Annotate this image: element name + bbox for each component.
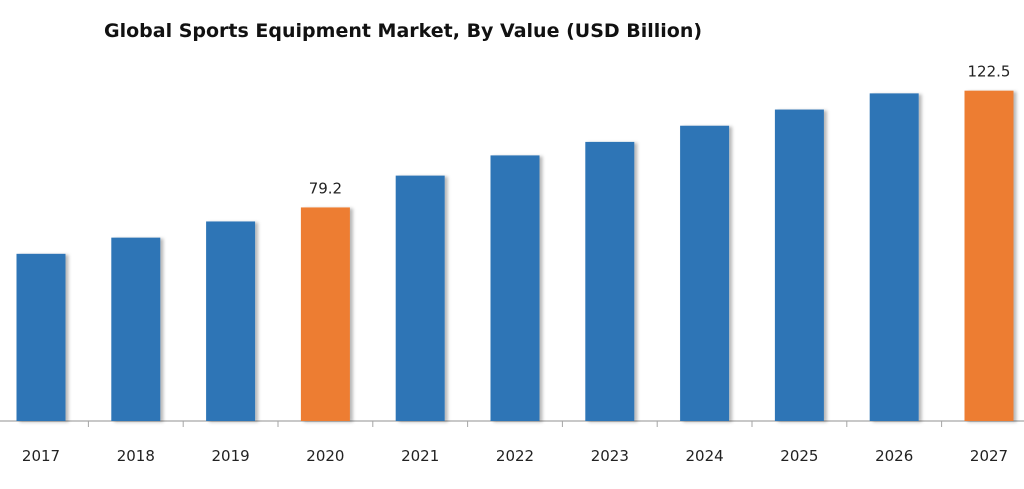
x-tick-label-2023: 2023 <box>591 447 629 465</box>
x-tick-label-2018: 2018 <box>117 447 155 465</box>
bar-2018 <box>111 237 161 421</box>
x-tick-label-2025: 2025 <box>780 447 818 465</box>
chart-title: Global Sports Equipment Market, By Value… <box>104 20 703 42</box>
x-tick-label-2019: 2019 <box>212 447 250 465</box>
bar-2023 <box>585 141 635 421</box>
bar-2025 <box>774 109 824 421</box>
bar-2024 <box>680 125 730 421</box>
x-tick-label-2022: 2022 <box>496 447 534 465</box>
bar-2022 <box>490 155 540 421</box>
x-tick-label-2017: 2017 <box>22 447 60 465</box>
x-tick-label-2020: 2020 <box>306 447 344 465</box>
bar-2026 <box>869 93 919 422</box>
x-tick-label-2026: 2026 <box>875 447 913 465</box>
data-label-2020: 79.2 <box>309 179 342 197</box>
bar-2019 <box>206 221 256 421</box>
x-tick-label-2027: 2027 <box>970 447 1008 465</box>
data-label-2027: 122.5 <box>968 63 1011 81</box>
bar-2021 <box>395 175 445 421</box>
bar-2027 <box>964 90 1014 421</box>
x-tick-label-2024: 2024 <box>686 447 724 465</box>
x-tick-label-2021: 2021 <box>401 447 439 465</box>
bar-2017 <box>16 253 66 421</box>
bar-2020 <box>300 207 350 421</box>
